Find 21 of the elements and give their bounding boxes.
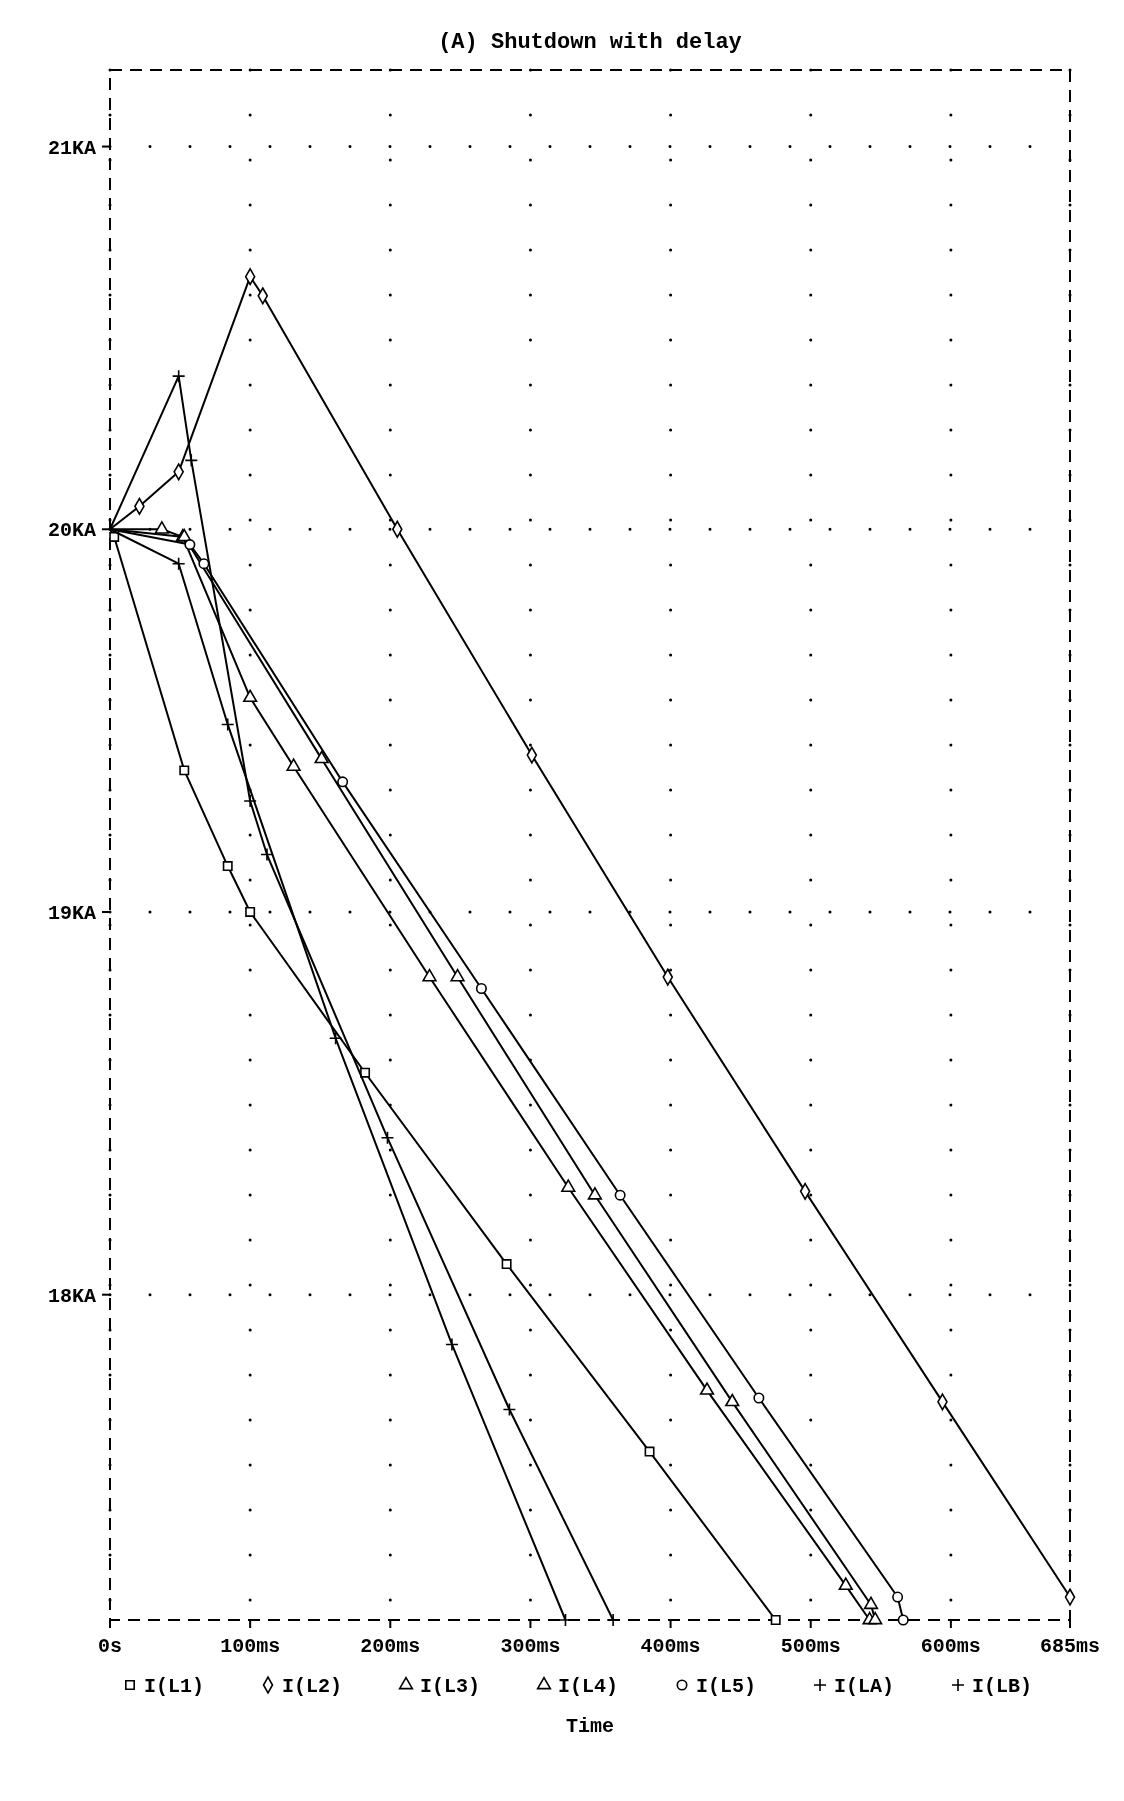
y-tick-label: 21KA: [47, 136, 96, 160]
legend-label: I(L1): [144, 1675, 205, 1698]
x-tick-label: 600ms: [920, 1635, 981, 1658]
x-tick-label: 400ms: [640, 1635, 701, 1658]
x-tick-label: 300ms: [500, 1635, 561, 1658]
x-axis-title: Time: [565, 1715, 615, 1738]
legend-label: I(LA): [834, 1675, 895, 1698]
legend-label: I(L3): [420, 1675, 481, 1698]
legend-label: I(L4): [558, 1675, 619, 1698]
x-tick-label: 500ms: [780, 1635, 841, 1658]
x-tick-label: 685ms: [1039, 1635, 1101, 1658]
y-tick-label: 19KA: [47, 901, 96, 925]
y-tick-label: 20KA: [47, 519, 96, 543]
legend-label: I(L2): [282, 1675, 343, 1698]
x-tick-label: 200ms: [360, 1635, 421, 1658]
x-tick-label: 100ms: [220, 1635, 281, 1658]
y-tick-label: 18KA: [47, 1284, 96, 1308]
x-tick-label: 0s: [97, 1635, 123, 1658]
chart-title: (A) Shutdown with delay: [438, 30, 742, 55]
legend-label: I(L5): [696, 1675, 757, 1698]
legend-label: I(LB): [972, 1675, 1033, 1698]
